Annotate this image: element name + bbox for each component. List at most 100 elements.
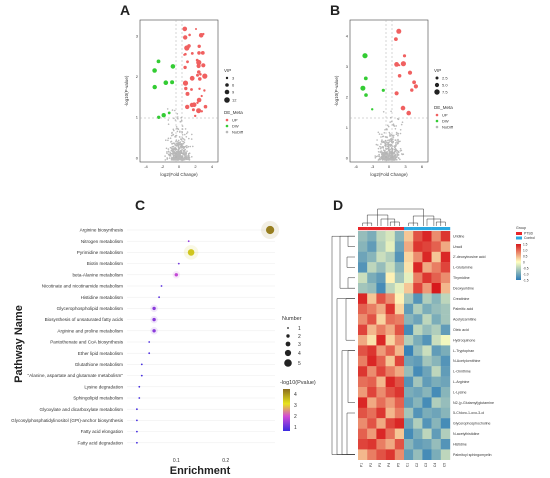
up-point [201, 63, 206, 68]
heatmap-cell [394, 241, 405, 252]
heatmap-cell [376, 428, 386, 440]
down-point [167, 111, 171, 115]
y-tick-label: 3 [346, 64, 349, 69]
heatmap-cell [376, 272, 386, 284]
up-point [406, 110, 411, 116]
y-tick-label: 0 [346, 155, 349, 160]
nodiff-point [383, 132, 386, 134]
heatmap-cell [358, 272, 368, 284]
nodiff-point [176, 113, 179, 115]
pathway-dot-halo [150, 304, 158, 313]
nodiff-point [396, 155, 398, 158]
heatmap-cell [367, 387, 377, 398]
heatmap-col-label: P2 [369, 463, 373, 467]
heatmap-cell [367, 355, 377, 367]
heatmap-cell [413, 407, 423, 419]
nodiff-point [179, 130, 181, 133]
nodiff-point [388, 153, 390, 156]
heatmap-cell [440, 397, 451, 408]
nodiff-point [399, 132, 402, 135]
nodiff-point [175, 126, 178, 128]
heatmap-cell [367, 449, 377, 460]
heatmap-cell [404, 439, 414, 450]
heatmap-cell [431, 376, 441, 388]
heatmap-cell [394, 439, 405, 450]
heatmap-cell [367, 324, 377, 336]
heatmap-row-label: L-Lysine [453, 390, 466, 394]
nodiff-point [171, 109, 174, 111]
pathway-dot [138, 385, 141, 388]
pathway-dot [136, 441, 138, 444]
heatmap-cell [413, 449, 423, 460]
nodiff-point [388, 139, 390, 141]
pathway-label: Glutathione metabolism [75, 362, 123, 367]
nodiff-point [174, 152, 177, 154]
heatmap-cell [413, 241, 423, 252]
pathway-dot [152, 317, 156, 322]
nodiff-point [382, 147, 385, 149]
nodiff-point [166, 151, 168, 153]
heatmap-legend-ptsd-swatch [516, 232, 522, 235]
legend-number-label: 2 [298, 334, 301, 340]
nodiff-point [400, 149, 403, 152]
up-point [188, 33, 191, 37]
pathway-label: Glycerophospholipid metabolism [57, 306, 124, 311]
pathway-dot [140, 374, 143, 377]
nodiff-point [388, 131, 391, 134]
pathway-label: Nitrogen metabolism [81, 239, 123, 244]
heatmap-cell [413, 303, 423, 315]
volcano-plot-b: -6 -3 0 3 6 0 1 2 3 4 log2(Fold Change) -log10(P… [334, 19, 454, 177]
legend-nodiff-label: NoDiff [232, 130, 244, 135]
legend-number-label: 5 [298, 361, 301, 367]
nodiff-point [168, 153, 170, 156]
up-point [394, 91, 399, 96]
pathway-dot-halo [183, 245, 199, 260]
nodiff-point [387, 158, 389, 161]
down-point [152, 84, 157, 90]
panel-label-a: A [120, 2, 131, 18]
up-point [200, 94, 203, 98]
up-point [190, 88, 193, 91]
pathway-label: "Alanine, aspartate and glutamate metabo… [28, 373, 124, 378]
up-point [410, 88, 414, 92]
metabolite-heatmap: Uridine Uracil 2'-deoxyinosine acid L-Gluta… [331, 208, 535, 467]
heatmap-cell [394, 231, 405, 242]
pathway-xlabel: Enrichment [170, 465, 231, 477]
nodiff-point [178, 151, 181, 153]
group-bar-cell [394, 227, 405, 231]
heatmap-cell [431, 293, 441, 304]
nodiff-point [387, 139, 389, 142]
down-point [170, 80, 175, 85]
up-point [200, 110, 203, 113]
up-point [407, 70, 413, 75]
nodiff-point [174, 146, 176, 149]
heatmap-col-label: C5 [442, 463, 446, 467]
nodiff-point [187, 154, 190, 156]
heatmap-cell [367, 335, 377, 346]
pathway-dot [152, 306, 156, 311]
dendrogram-branch [346, 256, 355, 268]
heatmap-cell [367, 397, 377, 408]
nodiff-point [392, 136, 395, 138]
heatmap-row-label: Oleic acid [453, 328, 469, 332]
legend-number-title: Number [282, 316, 302, 322]
pathway-dot [148, 341, 151, 343]
nodiff-point [378, 133, 381, 135]
volcano-b-ylabel: -log10(P-value) [334, 75, 339, 106]
nodiff-point [386, 142, 388, 144]
nodiff-point [385, 146, 387, 148]
up-point [202, 32, 205, 36]
nodiff-point [395, 143, 397, 146]
nodiff-point [396, 151, 398, 154]
pathway-dot-halo [261, 220, 280, 240]
group-bar-cell [440, 227, 451, 231]
heatmap-cell [440, 387, 451, 398]
nodiff-point [183, 156, 186, 159]
nodiff-point [185, 153, 188, 155]
heatmap-cell [376, 283, 386, 294]
nodiff-point [178, 143, 180, 146]
y-tick-label: 1 [346, 125, 349, 130]
down-point [363, 76, 368, 81]
nodiff-point [394, 128, 397, 130]
heatmap-cell [431, 262, 441, 273]
